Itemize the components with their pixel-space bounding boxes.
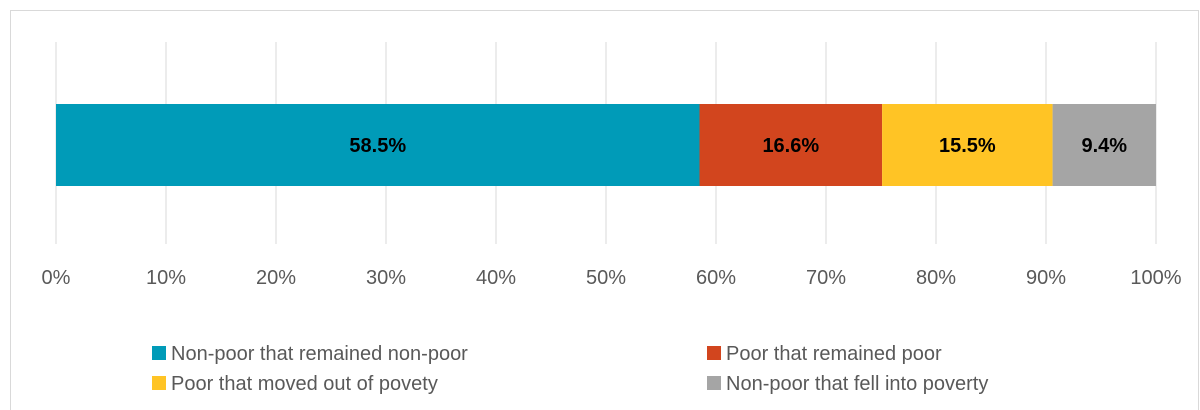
x-tick-label: 70% [806,267,846,289]
x-tick-label: 0% [42,267,71,289]
legend-swatch [152,376,166,390]
x-axis-ticks: 0% 10% 20% 30% 40% 50% 60% 70% 80% 90% 100% [42,267,1182,289]
bar-segment [1052,104,1156,186]
x-tick-label: 90% [1026,267,1066,289]
bar-segments [56,104,1156,186]
legend: Non-poor that remained non-poor Poor that… [152,343,988,395]
data-label: 58.5% [349,135,406,157]
chart-frame [10,10,1199,410]
data-labels: 58.5% 16.6% 15.5% 9.4% [349,135,1127,157]
x-tick-label: 10% [146,267,186,289]
legend-swatch [152,346,166,360]
x-tick-label: 100% [1130,267,1181,289]
data-label: 15.5% [939,135,996,157]
legend-swatch [707,376,721,390]
x-tick-label: 20% [256,267,296,289]
x-tick-label: 80% [916,267,956,289]
x-tick-label: 40% [476,267,516,289]
legend-label: Non-poor that remained non-poor [171,343,468,365]
legend-swatch [707,346,721,360]
legend-label: Poor that remained poor [726,343,942,365]
data-label: 9.4% [1082,135,1128,157]
legend-label: Non-poor that fell into poverty [726,373,988,395]
x-tick-label: 60% [696,267,736,289]
bar-segment [56,104,700,186]
bar-segment [882,104,1053,186]
legend-label: Poor that moved out of povety [171,373,438,395]
x-tick-label: 30% [366,267,406,289]
stacked-bar-chart: 58.5% 16.6% 15.5% 9.4% 0% 10% 20% 30% 40% 50% 60%… [42,42,1182,395]
data-label: 16.6% [762,135,819,157]
x-tick-label: 50% [586,267,626,289]
bar-segment [699,104,883,186]
